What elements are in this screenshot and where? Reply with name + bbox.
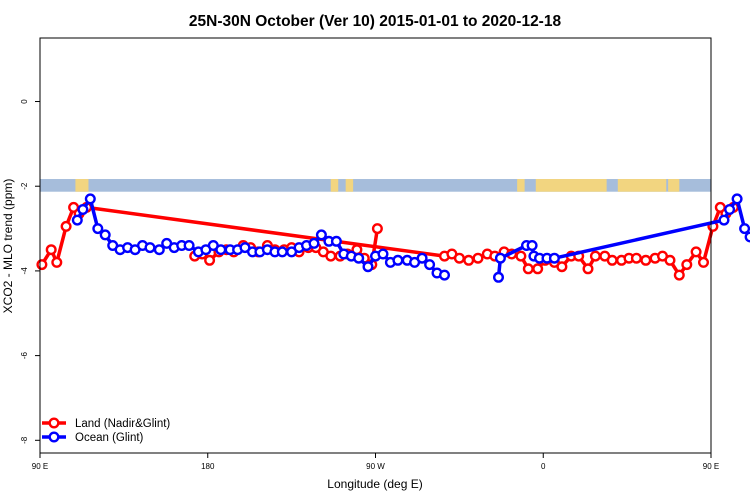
land-band-2 <box>345 179 354 192</box>
ocean-band <box>40 179 711 192</box>
series-point-land <box>606 254 618 266</box>
series-point-land <box>582 263 594 275</box>
series-point-land <box>556 261 568 273</box>
series-point-land <box>472 252 484 264</box>
series-point-ocean <box>739 223 750 235</box>
series-point-land <box>630 252 642 264</box>
series-point-ocean <box>99 229 111 241</box>
series-point-ocean <box>71 214 83 226</box>
series-point-land <box>36 259 48 271</box>
legend-label-land: Land (Nadir&Glint) <box>75 418 170 430</box>
series-point-ocean <box>77 203 89 215</box>
series-point-ocean <box>724 203 736 215</box>
land-band-3 <box>517 179 525 192</box>
series-point-land <box>45 244 57 256</box>
x-tick-label: 90 E <box>703 462 719 471</box>
land-band-4 <box>535 179 607 192</box>
series-point-ocean <box>731 193 743 205</box>
series-point-ocean <box>416 252 428 264</box>
land-band-1 <box>330 179 339 192</box>
series-point-ocean <box>308 237 320 249</box>
x-axis: 90 E 180 90 W 0 90 E <box>32 453 719 471</box>
land-ocean-strip <box>40 179 711 192</box>
series-point-ocean <box>276 246 288 258</box>
series-point-ocean <box>548 252 560 264</box>
series-point-land <box>690 246 702 258</box>
y-tick-label: -2 <box>20 182 29 190</box>
land-band-6 <box>668 179 680 192</box>
y-tick-label: -6 <box>20 352 29 360</box>
series-point-ocean <box>153 244 165 256</box>
y-axis-label: XCO2 - MLO trend (ppm) <box>1 179 15 314</box>
series-point-land <box>640 254 652 266</box>
series-point-ocean <box>353 252 365 264</box>
series-point-land <box>51 256 63 268</box>
land-band-5 <box>617 179 667 192</box>
legend-item-land: Land (Nadir&Glint) <box>42 417 170 430</box>
legend-item-ocean: Ocean (Glint) <box>42 431 144 444</box>
series-point-land <box>325 250 337 262</box>
series-point-ocean <box>494 252 506 264</box>
land-band-0 <box>75 179 89 192</box>
series-point-land <box>60 220 72 232</box>
series-point-ocean <box>84 193 96 205</box>
series-point-ocean <box>718 214 730 226</box>
series-point-ocean <box>330 235 342 247</box>
series-point-ocean <box>493 271 505 283</box>
series-point-ocean <box>392 254 404 266</box>
series-point-ocean <box>377 248 389 260</box>
series-point-ocean <box>215 244 227 256</box>
series-point-ocean <box>744 231 750 243</box>
series-point-land <box>515 250 527 262</box>
y-axis: 0 -2 -4 -6 -8 <box>20 99 40 444</box>
series-point-land <box>698 256 710 268</box>
series-point-land <box>673 269 685 281</box>
y-tick-label: 0 <box>20 99 29 104</box>
legend: Land (Nadir&Glint) Ocean (Glint) <box>42 417 170 444</box>
x-tick-label: 90 E <box>32 462 48 471</box>
x-tick-label: 0 <box>541 462 546 471</box>
series-point-land <box>664 254 676 266</box>
x-tick-label: 90 W <box>366 462 385 471</box>
series-point-land <box>681 259 693 271</box>
legend-marker-ocean <box>48 431 60 443</box>
series-point-ocean <box>315 229 327 241</box>
series-point-ocean <box>144 242 156 254</box>
legend-label-ocean: Ocean (Glint) <box>75 432 144 444</box>
series-point-ocean <box>183 239 195 251</box>
series-point-ocean <box>424 259 436 271</box>
series-point-land <box>589 250 601 262</box>
series-point-land <box>371 223 383 235</box>
x-tick-label: 180 <box>201 462 215 471</box>
legend-marker-land <box>48 417 60 429</box>
series-point-land <box>522 263 534 275</box>
series-point-land <box>453 252 465 264</box>
series-layer <box>36 193 750 283</box>
series-point-land <box>463 254 475 266</box>
series-point-ocean <box>362 261 374 273</box>
x-axis-label: Longitude (deg E) <box>327 477 422 491</box>
y-tick-label: -4 <box>20 267 29 275</box>
series-point-ocean <box>439 269 451 281</box>
chart-title: 25N-30N October (Ver 10) 2015-01-01 to 2… <box>189 13 562 30</box>
series-point-land <box>204 254 216 266</box>
series-point-ocean <box>92 223 104 235</box>
series-point-land <box>532 263 544 275</box>
series-point-ocean <box>526 239 538 251</box>
y-tick-label: -8 <box>20 436 29 444</box>
